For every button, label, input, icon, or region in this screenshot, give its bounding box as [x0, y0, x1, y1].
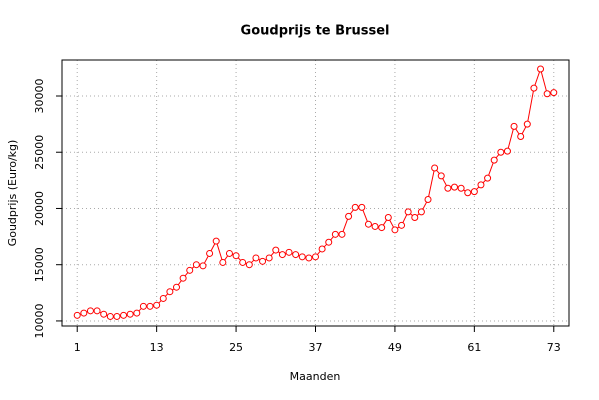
data-point: [457, 184, 465, 192]
data-point: [265, 254, 273, 262]
data-point: [166, 288, 174, 296]
data-point: [73, 311, 81, 319]
data-point: [93, 307, 101, 315]
data-point: [206, 249, 214, 257]
x-tick-label: 73: [547, 341, 561, 354]
data-point: [120, 311, 128, 319]
data-point: [232, 252, 240, 260]
data-point: [331, 230, 339, 238]
data-point: [86, 307, 94, 315]
data-point: [444, 184, 452, 192]
data-point: [417, 208, 425, 216]
data-point: [133, 309, 141, 317]
data-point: [146, 302, 154, 310]
data-point: [470, 188, 478, 196]
data-point: [537, 65, 545, 73]
x-tick-label: 13: [150, 341, 164, 354]
y-tick-label: 25000: [33, 135, 46, 170]
data-point: [153, 301, 161, 309]
data-point: [159, 294, 167, 302]
data-point: [199, 262, 207, 270]
y-axis-label: Goudprijs (Euro/kg): [6, 140, 19, 247]
data-point: [351, 203, 359, 211]
data-point: [510, 122, 518, 130]
data-point: [106, 312, 114, 320]
data-point: [285, 248, 293, 256]
x-tick-label: 25: [229, 341, 243, 354]
data-point: [259, 257, 267, 265]
x-tick-label: 1: [74, 341, 81, 354]
chart-title: Goudprijs te Brussel: [241, 24, 390, 39]
data-point: [338, 230, 346, 238]
data-point: [523, 120, 531, 128]
data-point: [484, 174, 492, 182]
data-point: [378, 224, 386, 232]
y-tick-label: 15000: [33, 247, 46, 282]
data-point: [391, 226, 399, 234]
data-point: [192, 261, 200, 269]
data-point: [503, 147, 511, 155]
y-tick-label: 30000: [33, 78, 46, 113]
x-tick-label: 49: [388, 341, 402, 354]
data-point: [312, 253, 319, 261]
data-point: [305, 254, 313, 262]
data-point: [219, 258, 227, 266]
data-point: [126, 310, 134, 318]
data-point: [411, 213, 419, 221]
plot-frame: [61, 59, 570, 327]
data-point: [80, 309, 88, 317]
data-point: [272, 246, 280, 254]
data-point: [497, 148, 505, 156]
data-point: [431, 164, 439, 172]
data-point: [543, 90, 551, 98]
data-point: [186, 266, 194, 274]
data-point: [477, 181, 485, 189]
data-point: [298, 253, 306, 261]
data-point: [173, 283, 181, 291]
data-point: [292, 251, 300, 259]
data-point: [398, 221, 406, 229]
data-point: [464, 189, 472, 197]
data-point: [212, 237, 220, 245]
data-point: [318, 245, 326, 253]
data-point: [245, 261, 253, 269]
data-point: [358, 203, 366, 211]
data-point: [278, 251, 286, 259]
data-point: [345, 212, 353, 220]
data-point: [437, 172, 445, 180]
data-point: [371, 222, 379, 230]
data-point: [364, 220, 372, 228]
x-tick-label: 37: [309, 341, 323, 354]
data-point: [252, 254, 260, 262]
data-point: [450, 183, 458, 191]
data-point: [325, 238, 333, 246]
y-tick-label: 10000: [33, 303, 46, 338]
data-point: [530, 84, 538, 92]
data-point: [404, 208, 412, 216]
data-point: [113, 312, 121, 320]
data-point: [490, 156, 498, 164]
data-point: [517, 132, 525, 140]
data-point: [424, 195, 432, 203]
y-tick-label: 20000: [33, 191, 46, 226]
data-point: [179, 274, 187, 282]
data-point: [384, 213, 392, 221]
x-tick-label: 61: [467, 341, 481, 354]
data-point: [225, 249, 233, 257]
data-point: [239, 258, 247, 266]
data-point: [139, 302, 147, 310]
data-point: [550, 89, 558, 97]
x-axis-label: Maanden: [290, 370, 341, 383]
data-point: [100, 310, 108, 318]
